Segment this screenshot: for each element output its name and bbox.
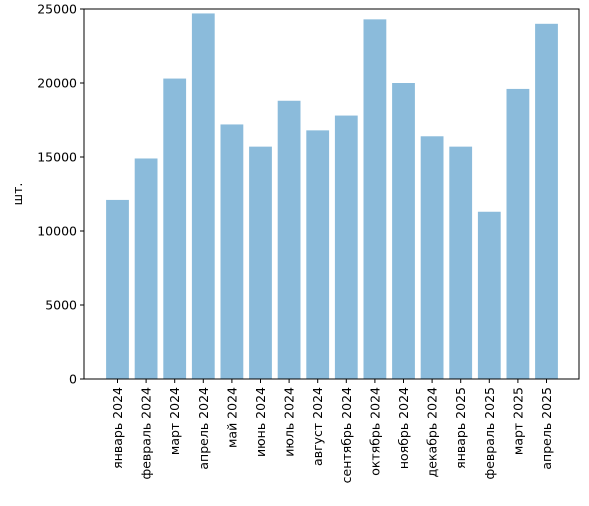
bar (334, 115, 358, 379)
x-tick-label: апрель 2024 (196, 387, 211, 470)
bars-group (106, 13, 558, 380)
y-tick-label: 20000 (37, 76, 77, 91)
bar (249, 146, 272, 379)
bar (506, 88, 530, 380)
plot-background (84, 9, 579, 379)
bar (363, 19, 387, 380)
bar (106, 199, 129, 379)
plot-frame (83, 8, 580, 380)
x-tick-label: август 2024 (310, 387, 325, 466)
y-tick-label: 25000 (37, 2, 77, 17)
bar (163, 78, 187, 379)
bar (134, 158, 158, 379)
x-tick-label: март 2024 (167, 387, 182, 455)
bar (220, 124, 244, 379)
bar (449, 146, 473, 379)
y-tick-label: 5000 (45, 298, 77, 313)
x-tick-label: май 2024 (224, 387, 239, 448)
bar (477, 211, 501, 379)
x-tick-label: январь 2025 (453, 387, 468, 469)
x-tick-label: октябрь 2024 (367, 387, 382, 476)
x-tick-label: март 2025 (510, 387, 525, 455)
y-tick-label: 10000 (37, 224, 77, 239)
bar (306, 130, 330, 379)
x-tick-label: сентябрь 2024 (339, 387, 354, 483)
y-tick-label: 15000 (37, 150, 77, 165)
y-axis-label: шт. (10, 183, 25, 206)
x-tick-label: декабрь 2024 (425, 387, 440, 477)
bar (535, 23, 558, 380)
x-tick-label: апрель 2025 (539, 387, 554, 470)
x-tick-label: февраль 2025 (482, 387, 497, 479)
x-tick-label: ноябрь 2024 (396, 387, 411, 469)
x-axis: январь 2024 февраль 2024 март 2024 апрель 2… (110, 379, 554, 483)
x-tick-label: июль 2024 (282, 387, 297, 457)
y-tick-label: 0 (69, 372, 77, 387)
bar (191, 13, 215, 379)
bar (277, 100, 301, 379)
x-tick-label: июнь 2024 (253, 387, 268, 457)
x-tick-label: февраль 2024 (139, 387, 154, 480)
y-axis: 0 5000 10000 15000 20000 25000 (37, 2, 84, 387)
bar (392, 83, 415, 379)
bar (420, 136, 444, 379)
x-tick-label: январь 2024 (110, 387, 125, 469)
